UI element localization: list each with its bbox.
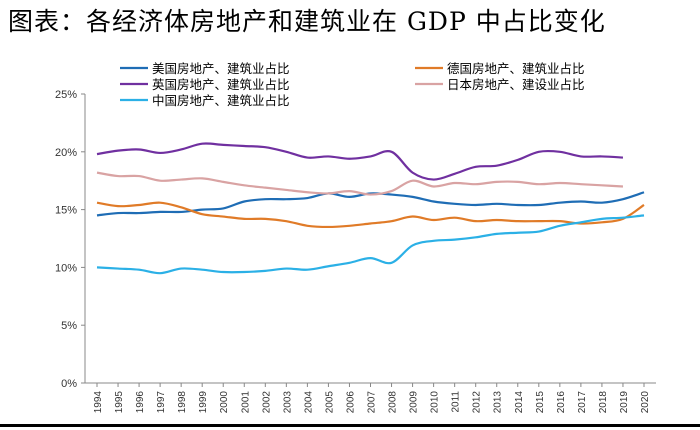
bottom-rule [0, 424, 700, 427]
x-tick-label: 2000 [219, 391, 230, 414]
x-tick-label: 2017 [577, 391, 588, 414]
x-tick-label: 2012 [472, 391, 483, 414]
x-tick-label: 2010 [430, 391, 441, 414]
x-tick-label: 2004 [303, 391, 314, 414]
y-tick-label: 10% [55, 262, 77, 274]
x-tick-label: 1996 [135, 391, 146, 414]
x-tick-label: 2018 [598, 391, 609, 414]
series-line-1 [96, 201, 645, 229]
x-tick-label: 2003 [282, 391, 293, 414]
x-tick-label: 2006 [345, 391, 356, 414]
x-tick-label: 2007 [367, 391, 378, 414]
x-tick-label: 1998 [177, 391, 188, 414]
x-tick-label: 2014 [514, 391, 525, 414]
legend-label: 日本房地产、建设业占比 [447, 77, 585, 92]
x-tick-label: 2019 [619, 391, 630, 414]
x-tick-label: 1995 [114, 391, 125, 414]
x-tick-label: 2016 [556, 391, 567, 414]
x-tick-label: 1997 [156, 391, 167, 414]
series-line-2 [96, 142, 624, 181]
y-tick-label: 20% [55, 147, 77, 159]
x-tick-label: 2001 [240, 391, 251, 414]
x-tick-label: 2011 [451, 391, 462, 413]
legend-label: 德国房地产、建筑业占比 [447, 61, 585, 76]
y-tick-label: 15% [55, 205, 77, 217]
y-tick-label: 0% [61, 378, 77, 390]
y-tick-label: 25% [55, 89, 77, 101]
series-line-4 [96, 214, 645, 275]
x-tick-label: 1999 [198, 391, 209, 414]
x-tick-label: 2020 [640, 391, 651, 414]
x-tick-label: 2013 [493, 391, 504, 414]
x-tick-label: 2008 [388, 391, 399, 414]
x-tick-label: 2015 [535, 391, 546, 414]
chart-title: 图表：各经济体房地产和建筑业在 GDP 中占比变化 [8, 7, 606, 36]
series-line-3 [96, 171, 624, 196]
series-line-0 [96, 191, 645, 217]
legend-label: 中国房地产、建筑业占比 [152, 93, 290, 108]
x-tick-label: 2002 [261, 391, 272, 414]
x-tick-label: 2005 [324, 391, 335, 414]
x-tick-label: 2009 [409, 391, 420, 414]
legend-label: 英国房地产、建筑业占比 [152, 77, 290, 92]
legend-label: 美国房地产、建筑业占比 [152, 61, 290, 76]
x-tick-label: 1994 [93, 391, 104, 414]
y-tick-label: 5% [61, 320, 77, 332]
